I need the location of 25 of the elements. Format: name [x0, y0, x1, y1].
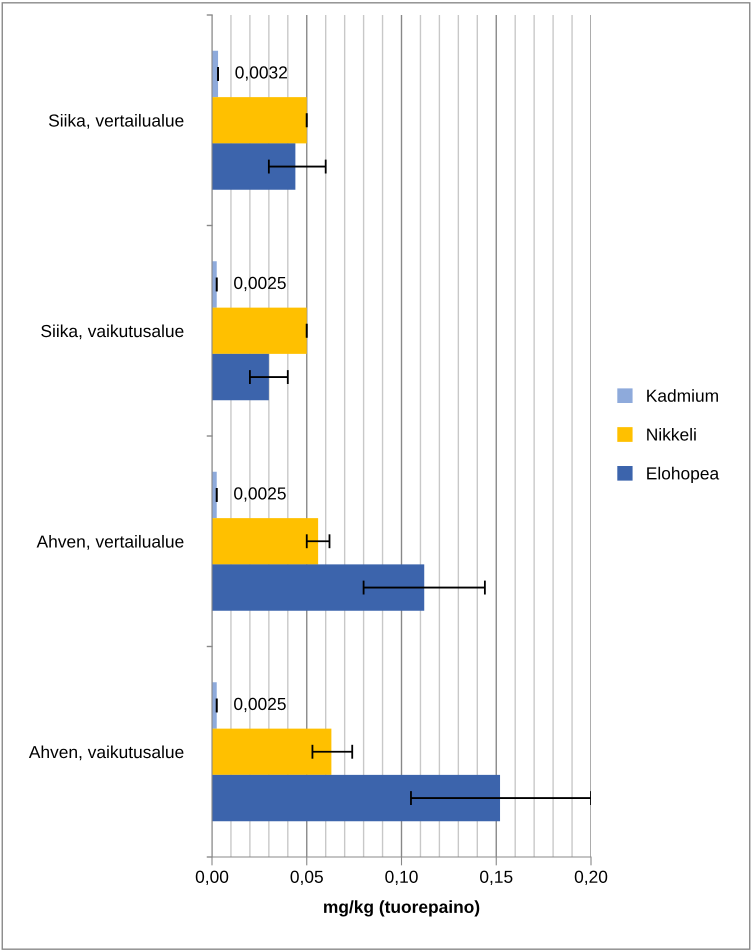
bar [212, 564, 424, 611]
y-tick-label: Ahven, vaikutusalue [28, 745, 184, 760]
bar [212, 354, 269, 400]
x-tick-label: 0,10 [385, 870, 418, 885]
x-tick-label: 0,05 [290, 870, 323, 885]
bar [212, 518, 318, 564]
x-tick-label: 0,15 [480, 870, 512, 885]
data-label: 0,0032 [235, 66, 287, 81]
legend-label: Elohopea [647, 466, 720, 483]
x-tick-label: 0,20 [574, 870, 608, 885]
bar [212, 97, 307, 144]
data-label: 0,0025 [234, 487, 286, 502]
x-axis-title: mg/kg (tuorepaino) [324, 900, 480, 917]
y-tick-label: Siika, vaikutusalue [41, 324, 184, 340]
legend-label: Nikkeli [647, 428, 696, 441]
bar [212, 774, 500, 822]
y-tick-label: Ahven, vertailualue [36, 534, 184, 550]
data-label: 0,0025 [234, 698, 286, 712]
bar [212, 308, 307, 354]
bar [212, 728, 332, 775]
legend-label: Kadmium [647, 389, 718, 402]
x-tick-label: 0,00 [196, 870, 228, 885]
bar [212, 143, 296, 190]
y-tick-label: Siika, vertailualue [48, 114, 184, 129]
data-label: 0,0025 [234, 276, 286, 292]
